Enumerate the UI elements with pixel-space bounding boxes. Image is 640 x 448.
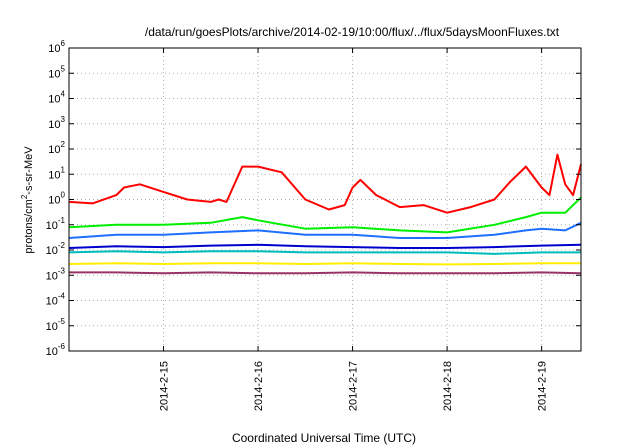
x-tick-label: 2014-2-18	[442, 361, 454, 411]
y-tick-label: 106	[48, 39, 65, 55]
y-tick-label: 10-4	[46, 292, 66, 308]
y-axis-label-sup: 2	[20, 194, 29, 199]
series-layer	[68, 153, 582, 275]
y-tick-label: 10-3	[46, 266, 66, 282]
series-line-7	[69, 271, 582, 275]
x-tick-label: 2014-2-19	[537, 361, 549, 411]
y-tick-label: 102	[48, 140, 65, 156]
series-line-2	[68, 196, 582, 234]
series-line-1	[68, 153, 582, 214]
x-tick-label: 2014-2-15	[159, 361, 171, 411]
x-axis-ticks: 2014-2-15 2014-2-16 2014-2-17 2014-2-18 2014…	[159, 48, 549, 411]
y-axis-ticks: 10-6 10-5 10-4 10-3 10-2 10-1 100 101 102 103 104 1…	[46, 39, 581, 358]
y-tick-label: 104	[48, 90, 65, 106]
series-line-6	[68, 262, 581, 266]
y-axis-label-post: -s-sr-MeV	[23, 146, 35, 195]
chart-title: /data/run/goesPlots/archive/2014-02-19/1…	[145, 25, 560, 39]
series-line-3	[68, 221, 582, 239]
series-line-5	[68, 250, 581, 255]
x-axis-label: Coordinated Universal Time (UTC)	[232, 431, 416, 445]
y-tick-label: 10-2	[46, 241, 66, 257]
y-tick-label: 100	[48, 191, 65, 207]
series-line-4	[68, 243, 582, 249]
y-tick-label: 10-6	[46, 342, 66, 358]
y-tick-label: 10-5	[46, 317, 66, 333]
y-tick-label: 105	[48, 64, 65, 80]
y-tick-label: 103	[48, 115, 65, 131]
grid	[69, 48, 581, 351]
x-tick-label: 2014-2-16	[253, 361, 265, 411]
x-tick-label: 2014-2-17	[348, 361, 360, 411]
y-axis-label-pre: protons/cm	[23, 199, 35, 253]
y-tick-label: 101	[48, 165, 65, 181]
y-axis-label: protons/cm2-s-sr-MeV	[20, 146, 35, 254]
y-tick-label: 10-1	[46, 216, 66, 232]
